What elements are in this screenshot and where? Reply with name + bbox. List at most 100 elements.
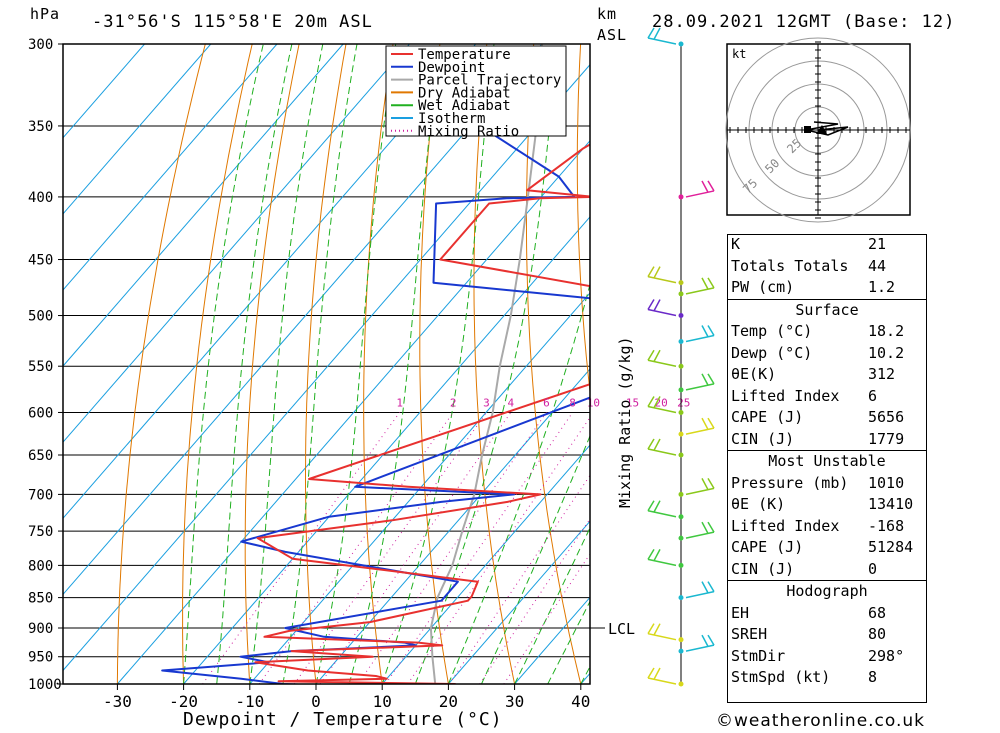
storm-motion-marker	[816, 125, 827, 134]
wind-barb	[647, 500, 684, 520]
index-value: 18.2	[868, 322, 905, 340]
temperature-tick-label: -20	[169, 692, 198, 711]
pressure-tick-label: 850	[28, 591, 53, 607]
isotherm-line	[183, 216, 590, 684]
pressure-tick-label: 800	[28, 558, 53, 574]
asl-unit-label: ASL	[597, 26, 628, 44]
temperature-tick-label: -10	[235, 692, 264, 711]
dry-adiabat-line	[182, 44, 253, 684]
wet-adiabat-line	[216, 44, 293, 684]
index-label: θE (K)	[731, 495, 786, 513]
mixing-ratio-label: 15	[626, 396, 639, 409]
pressure-tick-label: 600	[28, 405, 53, 421]
wind-barb	[647, 623, 684, 643]
legend-box	[385, 45, 567, 137]
index-row: Lifted Index 6	[727, 386, 927, 408]
index-row: PW (cm) 1.2	[727, 277, 927, 299]
pressure-tick-label: 300	[28, 37, 53, 53]
index-value: 44	[868, 256, 887, 275]
legend-entry: Dewpoint	[418, 60, 485, 76]
pressure-tick-label: 900	[28, 621, 53, 637]
index-label: CAPE (J)	[731, 408, 804, 426]
wet-adiabat-line	[249, 44, 324, 684]
mixing-ratio-axis-label: Mixing Ratio (g/kg)	[616, 336, 634, 508]
wind-barb	[678, 634, 715, 654]
mixing-ratio-label: 6	[543, 396, 550, 409]
mixing-ratio-label: 10	[587, 396, 600, 409]
index-label: CAPE (J)	[731, 538, 804, 556]
index-section: Hodograph	[727, 580, 927, 603]
wind-barb	[678, 478, 715, 497]
isotherm-line	[63, 63, 590, 672]
copyright[interactable]: ©weatheronline.co.uk	[716, 711, 926, 731]
index-label: Totals Totals	[731, 256, 849, 275]
mixing-ratio-label: 3	[483, 396, 490, 409]
parcel-trajectory-line	[429, 44, 543, 684]
index-label: Dewp (°C)	[731, 343, 813, 362]
pressure-tick-label: 750	[28, 524, 53, 540]
wind-barb	[647, 27, 684, 47]
temperature-tick-label: 40	[571, 692, 590, 711]
index-section-title: Hodograph	[727, 580, 927, 603]
index-value: 1.2	[868, 278, 896, 296]
wind-barb	[647, 667, 684, 687]
index-label: SREH	[731, 625, 768, 643]
index-value: 312	[868, 365, 896, 383]
index-row: θE(K) 312	[727, 364, 927, 386]
wind-barb	[678, 581, 715, 601]
datetime-title: 28.09.2021 12GMT (Base: 12)	[652, 12, 956, 32]
index-label: CIN (J)	[731, 429, 795, 448]
index-section: Surface	[727, 298, 927, 321]
legend-entry: Isotherm	[418, 111, 485, 127]
index-value: 6	[868, 386, 878, 405]
dry-adiabat-line	[244, 44, 300, 684]
index-label: StmSpd (kt)	[731, 668, 831, 686]
wind-barb	[678, 373, 715, 393]
wind-barb	[647, 438, 684, 458]
legend-entry: Mixing Ratio	[418, 124, 519, 140]
index-row: CIN (J) 1779	[727, 429, 927, 451]
wind-barb	[647, 349, 684, 369]
index-row: StmSpd (kt) 8	[727, 667, 927, 689]
index-row: Totals Totals 44	[727, 256, 927, 278]
index-value: 10.2	[868, 343, 905, 362]
km-unit-label: km	[597, 5, 618, 23]
wet-adiabat-line	[481, 434, 590, 684]
mixing-ratio-label: 8	[569, 396, 576, 409]
pressure-tick-label: 350	[28, 119, 53, 135]
index-row: CAPE (J) 51284	[727, 537, 927, 559]
wet-adiabat-line	[183, 44, 264, 684]
isotherm-line	[448, 520, 590, 684]
dry-adiabat-line	[116, 44, 206, 684]
dry-adiabat-line	[473, 44, 516, 684]
index-value: 68	[868, 603, 887, 622]
dry-adiabat-line	[419, 44, 449, 684]
index-label: PW (cm)	[731, 278, 795, 296]
mixing-ratio-line	[357, 412, 547, 684]
isotherm-line	[63, 44, 410, 443]
index-value: 21	[868, 235, 887, 253]
mixing-ratio-line	[448, 474, 590, 684]
isotherm-line	[63, 44, 476, 520]
isotherm-line	[381, 444, 590, 684]
index-value: 0	[868, 559, 878, 578]
wind-barb	[678, 521, 715, 541]
index-row: CIN (J) 0	[727, 559, 927, 581]
temperature-line	[254, 143, 590, 684]
isotherm-line	[63, 44, 543, 596]
index-row: CAPE (J) 5656	[727, 407, 927, 429]
isotherm-line	[63, 44, 278, 291]
index-value: 8	[868, 668, 878, 686]
plot-frame	[62, 43, 591, 685]
dry-adiabat-line	[526, 44, 582, 684]
dry-adiabat-line	[305, 44, 347, 684]
index-row: θE (K) 13410	[727, 494, 927, 516]
mixing-ratio-label: 2	[450, 396, 457, 409]
index-row: Lifted Index -168	[727, 516, 927, 538]
isotherm-line	[63, 44, 212, 215]
hpa-unit-label: hPa	[30, 5, 61, 23]
temperature-tick-label: 0	[311, 692, 321, 711]
wind-barb	[647, 548, 684, 568]
index-label: CIN (J)	[731, 559, 795, 578]
index-label: StmDir	[731, 646, 786, 665]
